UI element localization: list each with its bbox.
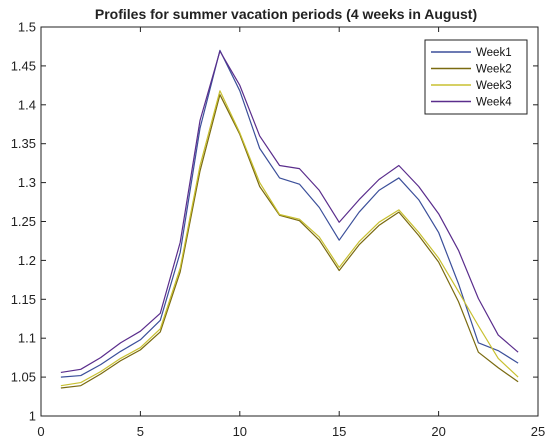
legend-label: Week1	[476, 47, 512, 59]
series-line-week4	[60, 50, 519, 374]
x-tick-label: 5	[137, 424, 144, 439]
y-tick-label: 1.05	[11, 370, 36, 385]
series-line-week1	[60, 49, 519, 378]
y-tick-label: 1.5	[18, 20, 36, 35]
series-line-week2	[60, 94, 519, 389]
legend-label: Week2	[476, 64, 512, 76]
x-tick-label: 0	[37, 424, 44, 439]
y-tick-label: 1.3	[18, 175, 36, 190]
y-tick-label: 1.45	[11, 58, 36, 73]
y-tick-label: 1.4	[18, 97, 36, 112]
x-tick-label: 10	[233, 424, 247, 439]
series-lines	[60, 49, 519, 389]
y-tick-label: 1.1	[18, 331, 36, 346]
y-tick-label: 1.35	[11, 136, 36, 151]
x-tick-label: 15	[332, 424, 346, 439]
series-line-week3	[60, 90, 519, 387]
legend-label: Week3	[476, 80, 512, 92]
x-axis: 0 5 10 15 20 25	[37, 27, 545, 439]
y-tick-label: 1.15	[11, 292, 36, 307]
legend: Week1 Week2 Week3 Week4	[424, 39, 528, 115]
y-tick-label: 1	[29, 409, 36, 424]
chart-title: Profiles for summer vacation periods (4 …	[95, 6, 477, 22]
y-tick-label: 1.25	[11, 214, 36, 229]
x-tick-label: 25	[531, 424, 545, 439]
legend-label: Week4	[476, 97, 512, 109]
y-axis: 1 1.05 1.1 1.15 1.2 1.25 1.3 1.35 1.4 1.45 1.5	[11, 20, 538, 424]
y-tick-label: 1.2	[18, 253, 36, 268]
x-tick-label: 20	[431, 424, 445, 439]
